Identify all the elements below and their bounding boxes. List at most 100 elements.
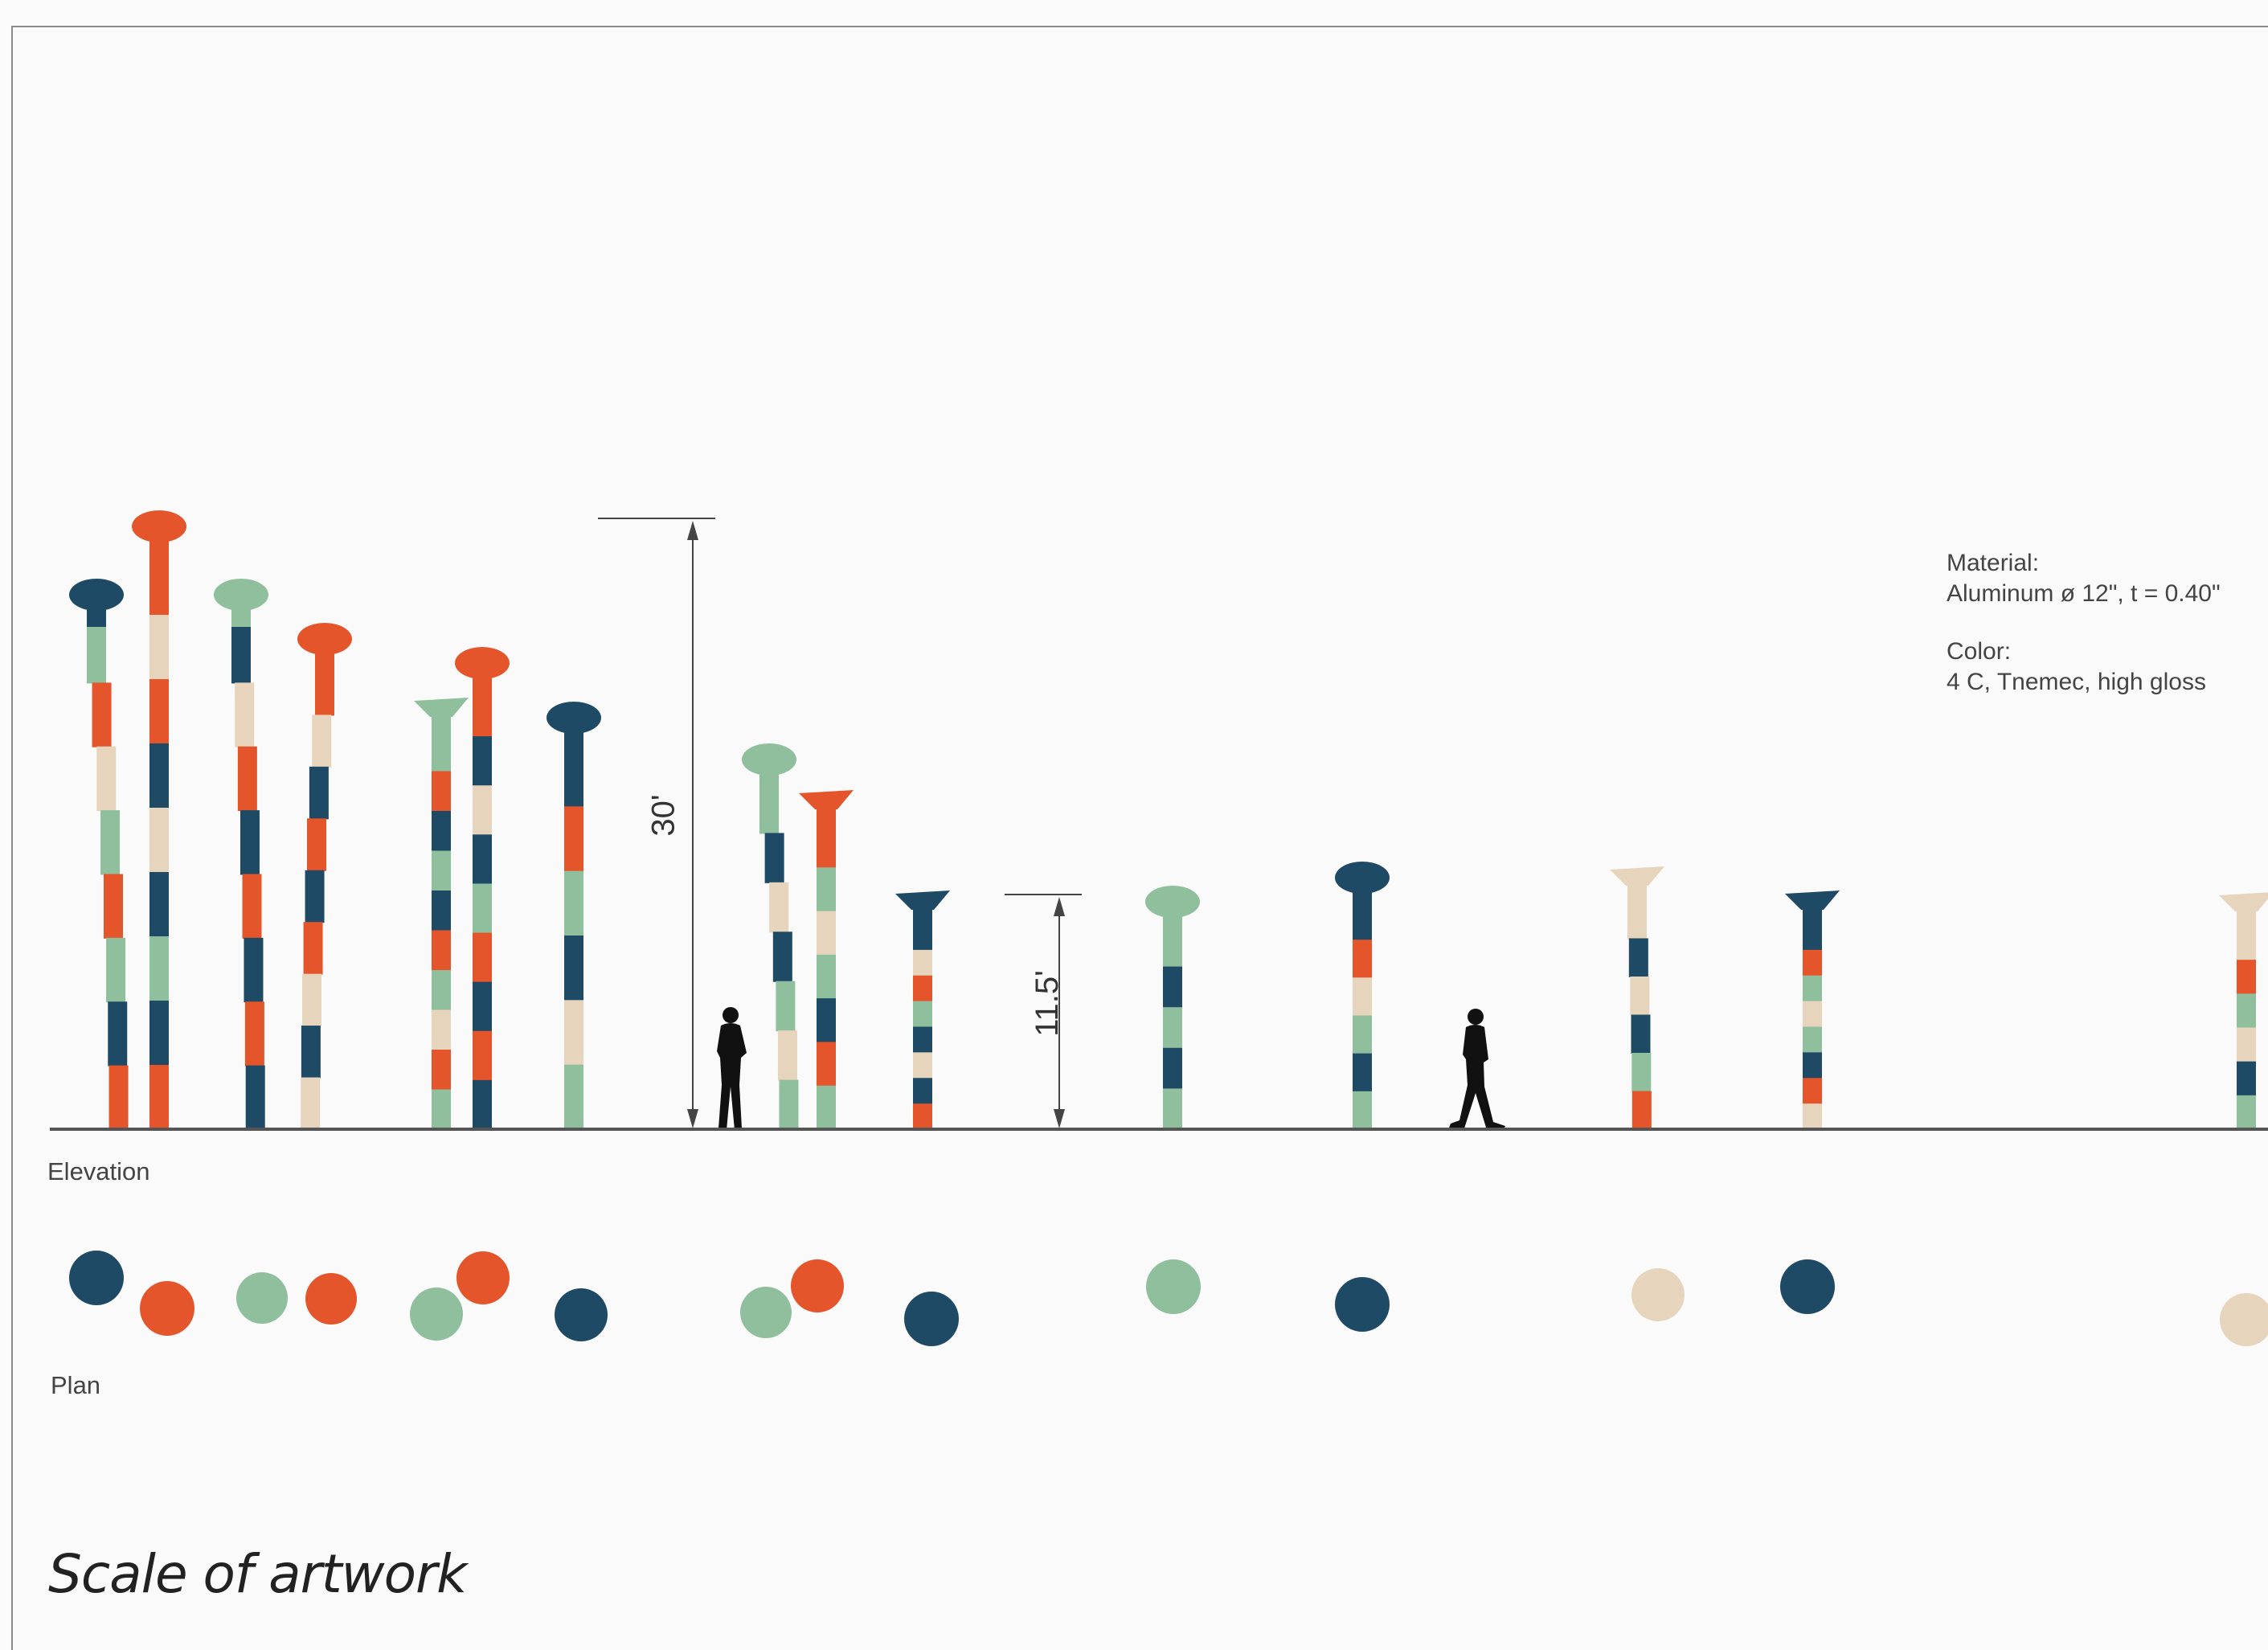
pole-band: [432, 930, 451, 971]
drawing-frame: [11, 26, 2268, 1650]
poles-layer: [69, 510, 2268, 1130]
pole-band: [473, 834, 492, 885]
plan-disc-14: [1780, 1259, 1835, 1314]
pole-band: [817, 954, 836, 1000]
pole-band: [149, 615, 169, 680]
spec-color-value: 4 C, Tnemec, high gloss: [1947, 669, 2206, 695]
pole-band: [92, 682, 112, 747]
pole-band: [759, 784, 779, 834]
pole-band: [242, 874, 262, 939]
plan-disc-10: [904, 1292, 959, 1346]
spec-color-heading: Color:: [1947, 638, 2012, 665]
pole-band: [149, 808, 169, 873]
pole-band: [473, 932, 492, 983]
pole-band: [1803, 975, 1822, 1002]
pole-band: [1803, 1103, 1822, 1130]
pole-band: [1353, 1053, 1372, 1092]
pole-band: [913, 1052, 932, 1079]
pole-band: [149, 1065, 169, 1130]
pole-band: [432, 1050, 451, 1091]
pole-band: [2237, 1027, 2256, 1062]
pole-band: [432, 850, 451, 891]
pole-cap: [742, 743, 796, 776]
spec-color: Color: 4 C, Tnemec, high gloss: [1947, 637, 2206, 698]
pole-10: [895, 891, 950, 1130]
pole-cap: [455, 647, 510, 679]
pole-band: [1353, 1015, 1372, 1054]
pole-band: [108, 1065, 129, 1130]
plan-disc-1: [69, 1251, 124, 1305]
pole-band: [1353, 940, 1372, 979]
pole-band: [772, 931, 792, 982]
pole-band: [473, 1030, 492, 1081]
pole-cap: [297, 623, 352, 655]
pole-11: [1145, 886, 1200, 1130]
pole-cap: [132, 510, 186, 542]
plan-disc-5: [410, 1288, 463, 1341]
plan-disc-7: [555, 1288, 608, 1341]
pole-4: [297, 623, 352, 1130]
pole-band: [473, 981, 492, 1032]
people-layer: [717, 1007, 1505, 1131]
plan-disc-4: [305, 1273, 357, 1325]
pole-band: [564, 742, 583, 808]
spec-material: Material: Aluminum ø 12", t = 0.40": [1947, 548, 2221, 609]
caption: Scale of artwork: [48, 1543, 467, 1605]
pole-band: [564, 870, 583, 936]
dimension-lines: [598, 518, 1082, 1128]
pole-cap: [1785, 891, 1840, 910]
pole-band: [149, 936, 169, 1001]
pole-band: [2237, 993, 2256, 1029]
elevation-label: Elevation: [47, 1157, 150, 1185]
pole-band: [2237, 1095, 2256, 1130]
pole-band: [149, 551, 169, 616]
plan-disc-15: [2220, 1293, 2268, 1346]
pole-band: [244, 937, 264, 1003]
pole-band: [1353, 1091, 1372, 1130]
pole-3: [214, 579, 268, 1130]
pole-7: [547, 702, 601, 1130]
pole-band: [1163, 966, 1182, 1009]
pole-band: [564, 1000, 583, 1066]
pole-band: [302, 973, 321, 1027]
pole-band: [245, 1065, 265, 1130]
pole-15: [2219, 892, 2268, 1130]
plan-disc-11: [1146, 1259, 1201, 1314]
pole-band: [87, 619, 106, 684]
pole-band: [564, 1064, 583, 1130]
pole-cap: [69, 579, 124, 611]
pole-band: [432, 1009, 451, 1050]
pole-1: [69, 579, 129, 1130]
pole-cap: [895, 891, 950, 910]
pole-band: [1803, 1001, 1822, 1028]
pole-band: [432, 811, 451, 852]
human-figure-standing: [717, 1007, 747, 1130]
pole-band: [473, 687, 492, 738]
pole-band: [2237, 1061, 2256, 1096]
pole-band: [303, 922, 323, 975]
pole-cap: [214, 579, 268, 611]
pole-band: [913, 1078, 932, 1105]
pole-band: [231, 619, 251, 684]
pole-band: [1631, 1053, 1652, 1092]
dimension-30-arrow-bottom: [687, 1109, 698, 1128]
pole-band: [149, 743, 169, 809]
pole-cap: [1335, 862, 1390, 894]
pole-cap: [414, 698, 469, 717]
pole-band: [149, 872, 169, 937]
pole-cap: [1145, 886, 1200, 918]
plan-disc-8: [740, 1287, 792, 1338]
pole-band: [913, 975, 932, 1002]
pole-cap: [547, 702, 601, 734]
pole-cap: [799, 790, 854, 809]
pole-band: [817, 867, 836, 912]
pole-band: [235, 682, 255, 747]
pole-band: [913, 949, 932, 976]
pole-band: [104, 874, 123, 939]
pole-band: [149, 679, 169, 744]
pole-band: [1803, 1026, 1822, 1054]
pole-band: [1803, 949, 1822, 976]
pole-band: [315, 663, 334, 716]
plan-layer: [69, 1251, 2268, 1346]
pole-8: [742, 743, 799, 1130]
